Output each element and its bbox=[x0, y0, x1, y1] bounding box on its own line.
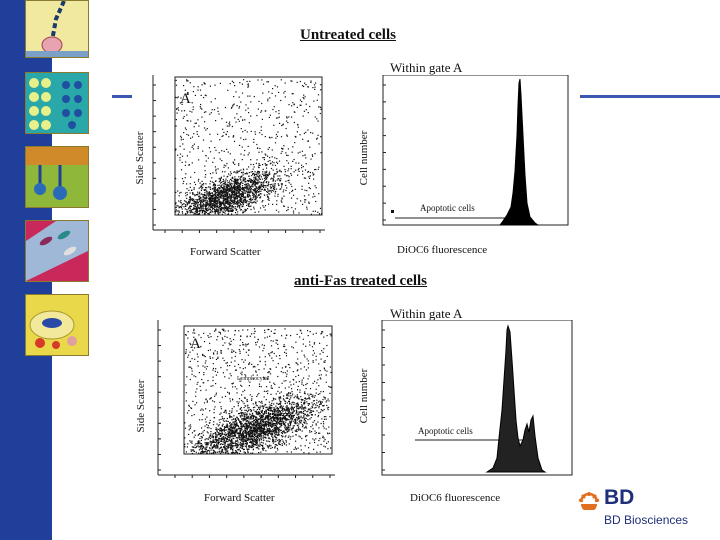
cell-grid-icon bbox=[29, 78, 82, 130]
apoptotic-label-top: Apoptotic cells bbox=[420, 203, 475, 213]
histogram-title-bottom: Within gate A bbox=[390, 306, 463, 321]
receptor-icon bbox=[26, 147, 88, 200]
accent-rule-left bbox=[112, 95, 132, 98]
thumbnail-tissue bbox=[25, 220, 89, 282]
gate-label-top: A bbox=[180, 91, 191, 107]
scatter-plot-untreated bbox=[152, 75, 325, 233]
organelle-icon bbox=[29, 310, 77, 349]
tissue-icon bbox=[26, 221, 88, 281]
thumbnail-cell-grid bbox=[25, 72, 89, 134]
cell-membrane-icon bbox=[26, 1, 88, 57]
forward-scatter-label-top: Forward Scatter bbox=[190, 246, 261, 258]
gate-label-bottom: A bbox=[190, 336, 201, 352]
bd-sunburst-icon bbox=[578, 492, 600, 510]
heading-anti-fas: anti-Fas treated cells bbox=[294, 273, 428, 289]
side-scatter-label-bottom: Side Scatter bbox=[135, 379, 147, 433]
dioc6-label-bottom: DiOC6 fluorescence bbox=[410, 492, 501, 504]
histogram-untreated bbox=[382, 75, 569, 226]
apoptotic-label-bottom: Apoptotic cells bbox=[418, 426, 473, 436]
bd-biosciences-logo: BD BD Biosciences bbox=[578, 486, 718, 534]
dioc6-label-top: DiOC6 fluorescence bbox=[397, 244, 488, 256]
gate-a-region bbox=[183, 325, 333, 455]
thumbnail-cell-membrane bbox=[25, 0, 89, 58]
accent-rule-right bbox=[580, 95, 720, 98]
thumbnail-organelle bbox=[25, 294, 89, 356]
lymphocytes-label: Lymphocytes bbox=[237, 376, 270, 382]
gate-a-region bbox=[174, 76, 323, 216]
thumbnail-receptor bbox=[25, 146, 89, 208]
scatter-plot-anti-fas bbox=[157, 320, 335, 478]
forward-scatter-label-bottom: Forward Scatter bbox=[204, 492, 275, 504]
heading-untreated: Untreated cells bbox=[300, 27, 396, 43]
side-scatter-label-top: Side Scatter bbox=[134, 131, 146, 185]
logo-name-text: BD Biosciences bbox=[604, 513, 689, 527]
cell-number-label-top: Cell number bbox=[358, 130, 370, 186]
histogram-anti-fas bbox=[381, 320, 573, 476]
logo-mark-text: BD bbox=[604, 486, 635, 509]
histogram-title-top: Within gate A bbox=[390, 60, 463, 75]
cell-number-label-bottom: Cell number bbox=[358, 368, 370, 424]
